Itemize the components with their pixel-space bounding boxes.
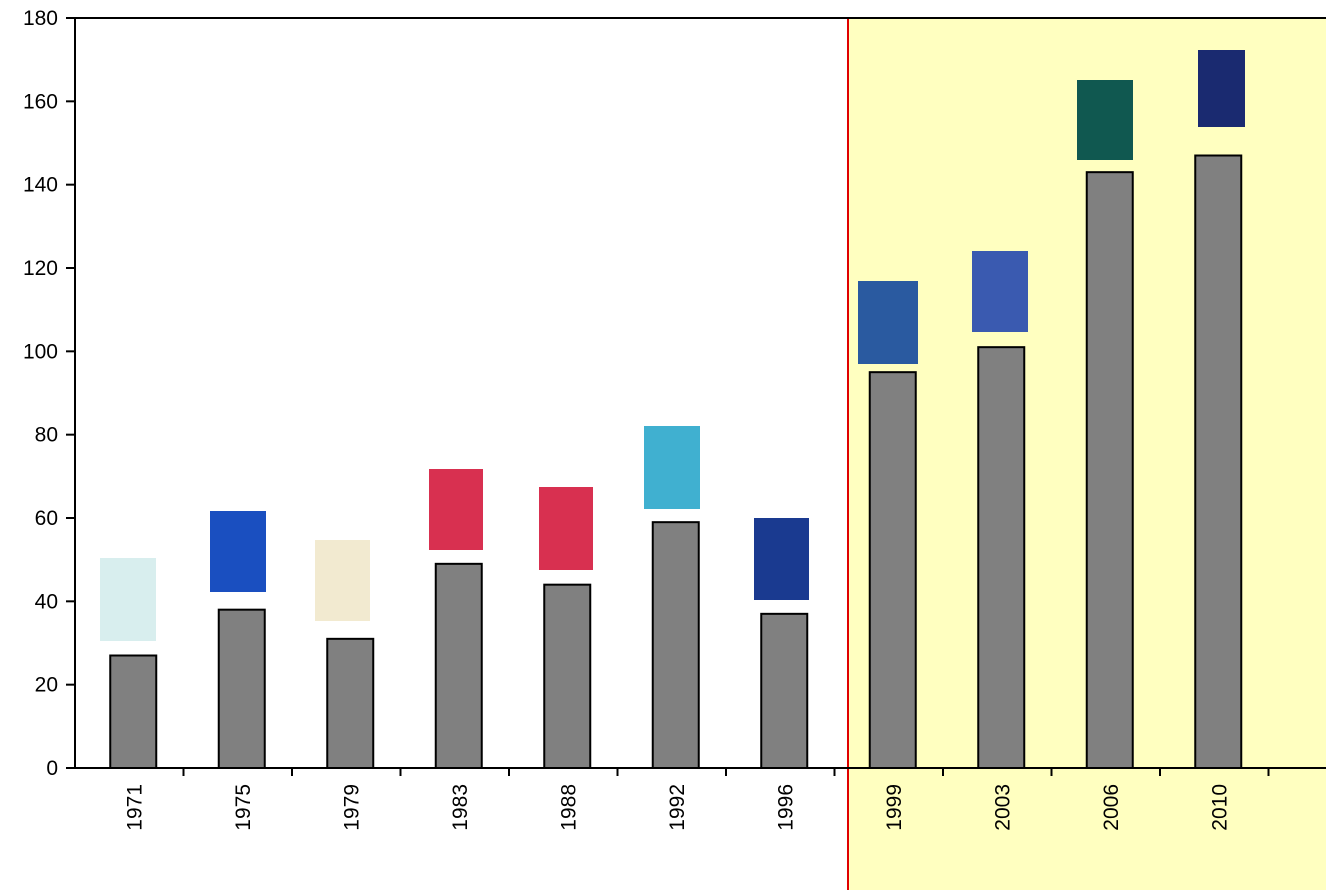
book-cover — [100, 558, 156, 641]
y-tick-label: 80 — [35, 424, 58, 447]
book-cover — [315, 540, 370, 621]
bar — [760, 612, 809, 769]
x-tick-label: 1988 — [557, 784, 580, 831]
bar — [434, 562, 483, 769]
bar — [977, 346, 1026, 769]
book-cover — [754, 518, 809, 600]
y-tick-label: 0 — [46, 757, 58, 780]
x-tick-label: 1983 — [449, 784, 472, 831]
book-cover — [858, 281, 918, 364]
y-tick-label: 160 — [23, 90, 58, 113]
x-tick-label: 1975 — [232, 784, 255, 831]
bar — [109, 654, 158, 769]
y-tick-label: 180 — [23, 7, 58, 30]
x-tick-label: 1979 — [340, 784, 363, 831]
x-tick-label: 1996 — [774, 784, 797, 831]
book-cover — [1198, 50, 1245, 127]
x-tick-label: 2003 — [991, 784, 1014, 831]
book-cover — [644, 426, 700, 509]
y-tick-label: 120 — [23, 257, 58, 280]
bar — [1194, 154, 1243, 769]
y-tick-label: 100 — [23, 340, 58, 363]
bar — [543, 583, 592, 770]
y-tick-label: 140 — [23, 174, 58, 197]
book-cover — [1077, 80, 1133, 160]
x-tick-label: 1999 — [883, 784, 906, 831]
bar — [651, 521, 700, 770]
y-tick-label: 60 — [35, 507, 58, 530]
y-tick-label: 20 — [35, 674, 58, 697]
y-tick-label: 40 — [35, 590, 58, 613]
x-tick-label: 2010 — [1208, 784, 1231, 831]
bar — [868, 371, 917, 769]
bar — [326, 637, 375, 769]
book-cover — [539, 487, 593, 570]
book-cover — [429, 469, 483, 550]
book-cover — [972, 251, 1028, 332]
x-tick-label: 2006 — [1100, 784, 1123, 831]
bar — [217, 608, 266, 770]
book-covers — [100, 50, 1245, 641]
bar — [1085, 171, 1134, 769]
x-tick-label: 1971 — [123, 784, 146, 831]
x-tick-label: 1992 — [666, 784, 689, 831]
book-cover — [210, 511, 266, 592]
